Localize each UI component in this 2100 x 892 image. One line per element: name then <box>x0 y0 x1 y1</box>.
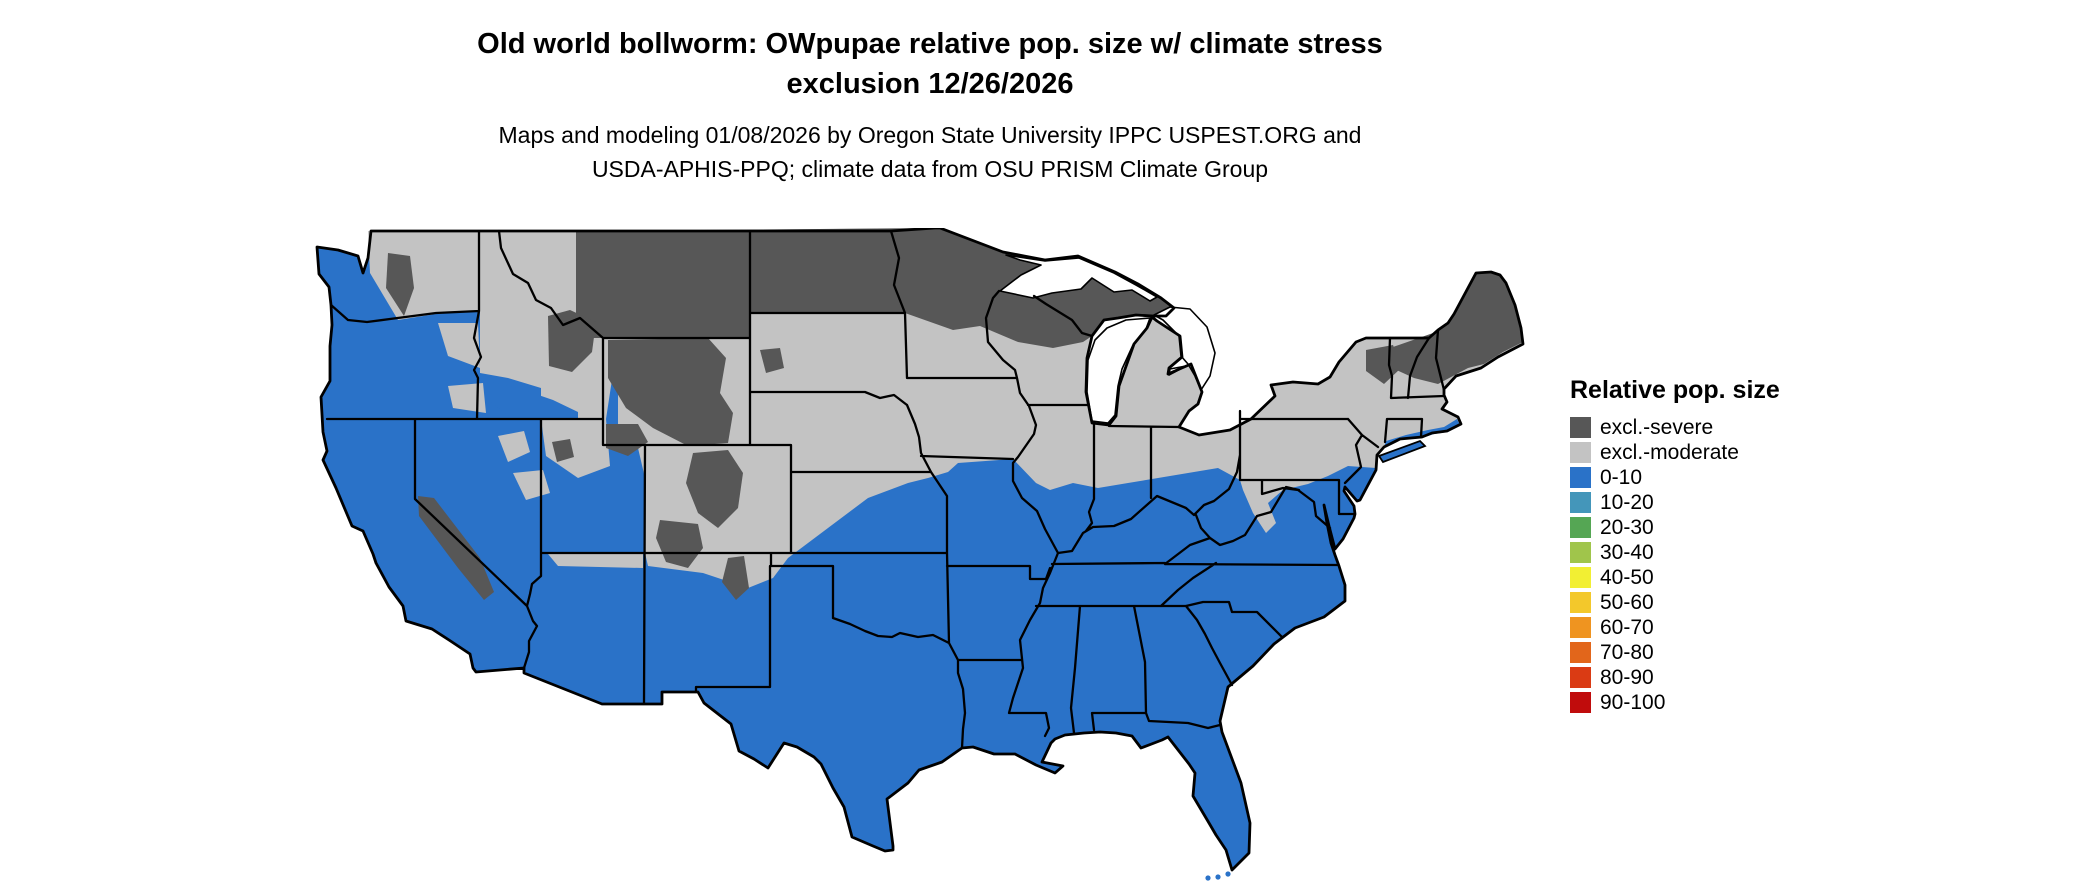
great-lakes <box>999 254 1216 424</box>
us-map-svg <box>315 228 1525 881</box>
legend-items: excl.-severe excl.-moderate 0-10 10-20 20-30… <box>1570 415 1780 715</box>
legend-swatch <box>1570 467 1591 488</box>
long-island <box>1377 439 1427 464</box>
legend-label: 30-40 <box>1600 540 1654 564</box>
legend-swatch <box>1570 492 1591 513</box>
legend-swatch <box>1570 542 1591 563</box>
legend-label: 70-80 <box>1600 640 1654 664</box>
legend-label: 50-60 <box>1600 590 1654 614</box>
legend-swatch <box>1570 592 1591 613</box>
title-line-2: exclusion 12/26/2026 <box>786 68 1074 100</box>
legend-swatch <box>1570 517 1591 538</box>
legend-label: 10-20 <box>1600 490 1654 514</box>
us-map <box>308 228 1528 884</box>
legend-label: 20-30 <box>1600 515 1654 539</box>
legend-label: 0-10 <box>1600 465 1643 489</box>
legend-item-70-80: 70-80 <box>1570 640 1780 665</box>
legend-item-excl.-moderate: excl.-moderate <box>1570 440 1780 465</box>
legend-swatch <box>1570 567 1591 588</box>
legend-swatch <box>1570 642 1591 663</box>
legend-label: excl.-severe <box>1600 415 1714 439</box>
legend-item-90-100: 90-100 <box>1570 690 1780 715</box>
national-outline <box>315 228 1525 881</box>
legend-label: excl.-moderate <box>1600 440 1739 464</box>
map-layer-excl-severe <box>386 228 1523 600</box>
florida-keys <box>1215 874 1221 880</box>
legend-item-60-70: 60-70 <box>1570 615 1780 640</box>
legend-item-50-60: 50-60 <box>1570 590 1780 615</box>
subtitle-line-1: Maps and modeling 01/08/2026 by Oregon S… <box>498 122 1362 148</box>
legend-item-20-30: 20-30 <box>1570 515 1780 540</box>
subtitle-line-2: USDA-APHIS-PPQ; climate data from OSU PR… <box>591 156 1269 182</box>
legend-swatch <box>1570 442 1591 463</box>
florida-keys <box>1225 871 1231 877</box>
legend-item-10-20: 10-20 <box>1570 490 1780 515</box>
title-line-1: Old world bollworm: OWpupae relative pop… <box>477 28 1383 60</box>
legend-swatch <box>1570 667 1591 688</box>
legend-item-excl.-severe: excl.-severe <box>1570 415 1780 440</box>
state-borders <box>325 229 1446 750</box>
florida-keys <box>1205 875 1211 881</box>
legend-item-0-10: 0-10 <box>1570 465 1780 490</box>
page-subtitle: Maps and modeling 01/08/2026 by Oregon S… <box>250 118 1610 186</box>
legend-swatch <box>1570 617 1591 638</box>
legend-label: 60-70 <box>1600 615 1654 639</box>
legend-label: 40-50 <box>1600 565 1654 589</box>
legend-swatch <box>1570 417 1591 438</box>
legend-swatch <box>1570 692 1591 713</box>
legend-item-30-40: 30-40 <box>1570 540 1780 565</box>
legend-item-40-50: 40-50 <box>1570 565 1780 590</box>
legend-title: Relative pop. size <box>1570 376 1780 404</box>
legend-item-80-90: 80-90 <box>1570 665 1780 690</box>
page-title: Old world bollworm: OWpupae relative pop… <box>250 24 1610 104</box>
legend-label: 80-90 <box>1600 665 1654 689</box>
legend-label: 90-100 <box>1600 690 1666 714</box>
map-legend: Relative pop. size excl.-severe excl.-mod… <box>1570 376 1780 715</box>
